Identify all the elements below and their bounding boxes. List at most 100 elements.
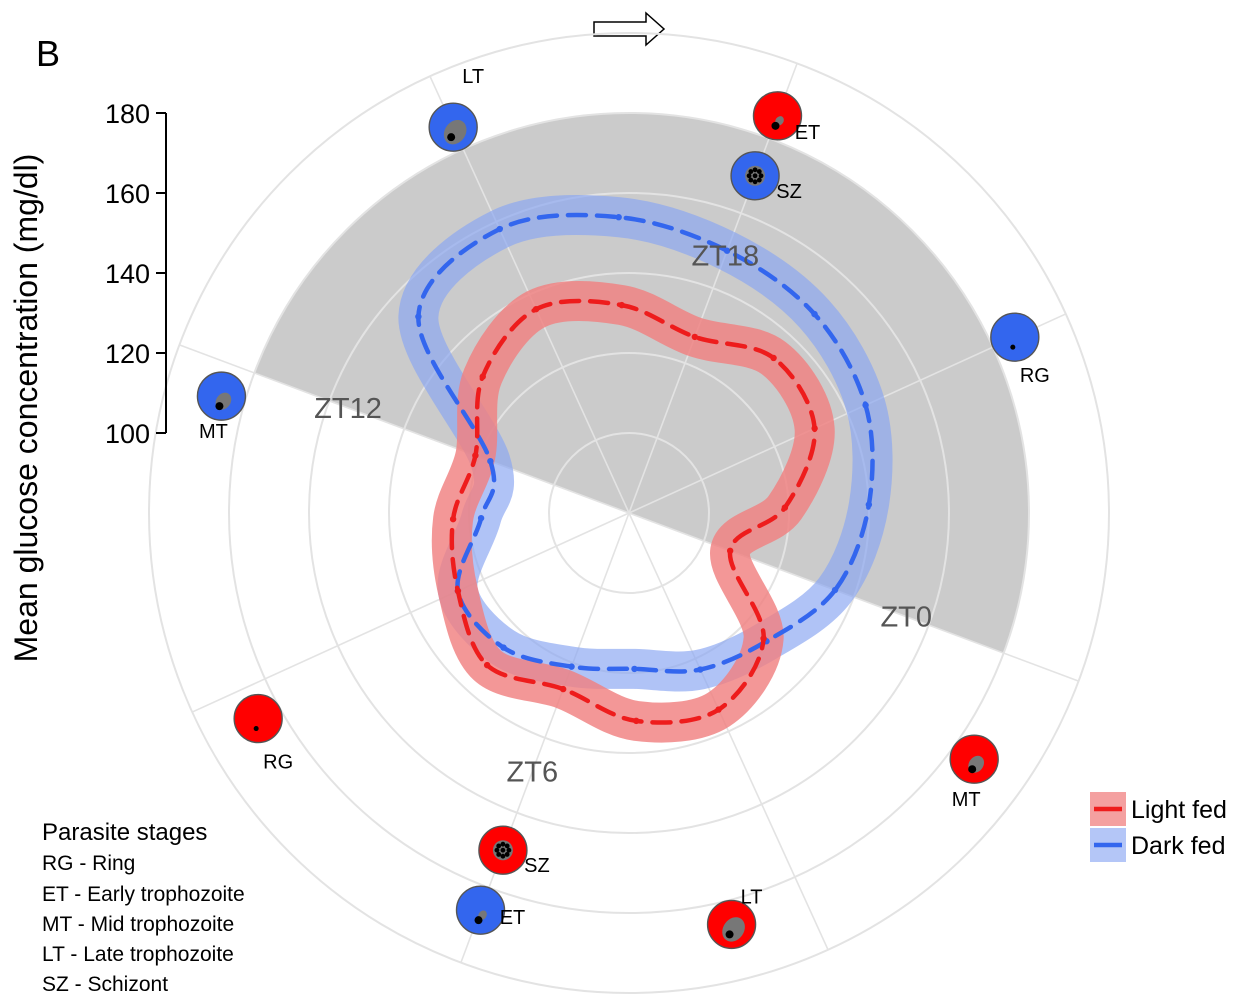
zt-label-12: ZT12: [314, 393, 382, 425]
merozoite: [494, 847, 500, 853]
stage-label: LT: [462, 66, 484, 88]
point-light-fed: [811, 425, 818, 432]
point-dark-fed: [723, 247, 731, 254]
point-light-fed: [449, 515, 457, 523]
parasite-nucleus: [447, 133, 456, 142]
grid-ring: [548, 432, 710, 594]
point-dark-fed: [811, 310, 818, 318]
merozoite: [746, 173, 752, 179]
stage-key-line-mid-trophozoite: MT - Mid trophozoite: [42, 913, 234, 936]
r-tick-label: 140: [105, 259, 150, 289]
zt-label-18: ZT18: [691, 240, 759, 272]
legend-label-dark-fed: Dark fed: [1131, 832, 1225, 860]
stage-cell: [752, 91, 803, 141]
merozoite: [504, 843, 510, 849]
stage-label: SZ: [524, 855, 550, 877]
parasite-nucleus: [771, 121, 780, 130]
r-tick-label: 120: [105, 339, 150, 369]
stage-icon-lt: LT: [428, 66, 484, 152]
parasite-nucleus: [1010, 344, 1016, 350]
merozoite: [496, 852, 502, 857]
point-light-fed: [691, 333, 699, 341]
parasite-nucleus: [725, 930, 734, 939]
stage-label: ET: [500, 907, 526, 929]
stage-key-line-early-trophozoite: ET - Early trophozoite: [42, 883, 245, 906]
stage-icon-rg: RG: [233, 693, 293, 774]
grid-spoke: [628, 512, 829, 951]
merozoite: [752, 179, 758, 185]
point-dark-fed: [862, 401, 869, 409]
stage-label: MT: [199, 421, 228, 443]
point-light-fed: [559, 685, 567, 693]
stage-label: ET: [795, 122, 821, 144]
point-light-fed: [633, 717, 640, 725]
stage-icon-sz: SZ: [478, 825, 550, 877]
r-tick-label: 160: [105, 179, 150, 209]
stage-key-title: Parasite stages: [42, 819, 207, 846]
point-dark-fed: [865, 501, 873, 508]
stage-icon-mt: MT: [196, 371, 247, 443]
grid-spoke: [179, 344, 630, 514]
r-tick-label: 180: [105, 99, 150, 129]
stage-key: Parasite stages RG - Ring ET - Early tro…: [42, 819, 245, 996]
point-light-fed: [618, 301, 625, 309]
grid-ring: [308, 192, 950, 834]
stage-label: RG: [263, 752, 293, 774]
parasite-nucleus: [253, 726, 259, 732]
point-light-fed: [726, 547, 734, 555]
legend: Light fed Dark fed: [1090, 792, 1227, 862]
merozoite: [748, 177, 754, 183]
merozoite: [500, 847, 506, 853]
stage-cell: [455, 885, 506, 935]
y-axis-label: Mean glucose concentration (mg/dl): [8, 154, 44, 663]
point-dark-fed: [697, 666, 704, 673]
stage-key-line-late-trophozoite: LT - Late trophozoite: [42, 943, 234, 966]
merozoite: [758, 173, 764, 179]
grid-ring: [148, 32, 1110, 994]
point-dark-fed: [477, 514, 485, 522]
zt-label-0: ZT0: [880, 602, 932, 634]
merozoite: [752, 167, 758, 173]
legend-item-light-fed: Light fed: [1090, 792, 1227, 826]
stage-label: MT: [952, 789, 981, 811]
point-light-fed: [472, 452, 479, 459]
point-light-fed: [479, 373, 486, 380]
parasite-nucleus: [968, 765, 977, 774]
stage-cell: [233, 693, 283, 744]
point-light-fed: [454, 587, 462, 595]
stage-label: LT: [741, 886, 763, 908]
series-layer: [398, 194, 893, 743]
stage-key-line-ring: RG - Ring: [42, 852, 135, 875]
parasite-nucleus: [474, 916, 483, 925]
stage-label: SZ: [776, 181, 802, 203]
point-light-fed: [760, 635, 767, 642]
point-dark-fed: [487, 457, 494, 465]
merozoite: [752, 173, 758, 179]
parasite-stage-icons: ET RG MT LT ET RG MT LT SZ SZ: [196, 66, 1050, 950]
stage-icon-mt: MT: [949, 734, 999, 811]
point-light-fed: [532, 305, 540, 313]
parasite-nucleus: [215, 402, 224, 411]
point-light-fed: [715, 706, 722, 713]
legend-label-light-fed: Light fed: [1131, 796, 1227, 824]
grid-spoke: [191, 512, 630, 713]
point-dark-fed: [615, 213, 622, 221]
merozoite: [756, 177, 762, 183]
stage-icon-et: ET: [455, 885, 526, 935]
point-dark-fed: [500, 644, 507, 651]
stage-label: RG: [1020, 365, 1050, 387]
merozoite: [500, 853, 506, 859]
stage-key-line-schizont: SZ - Schizont: [42, 973, 168, 996]
point-light-fed: [483, 661, 491, 669]
merozoite: [748, 169, 754, 174]
point-dark-fed: [496, 225, 503, 233]
grid-ring: [228, 112, 1030, 914]
r-tick-label: 100: [105, 419, 150, 449]
stage-icon-sz: SZ: [730, 151, 802, 203]
panel-label: B: [36, 33, 60, 74]
direction-arrow-icon: [593, 11, 666, 47]
merozoite: [504, 852, 510, 857]
merozoite: [756, 169, 762, 174]
point-dark-fed: [415, 313, 422, 320]
